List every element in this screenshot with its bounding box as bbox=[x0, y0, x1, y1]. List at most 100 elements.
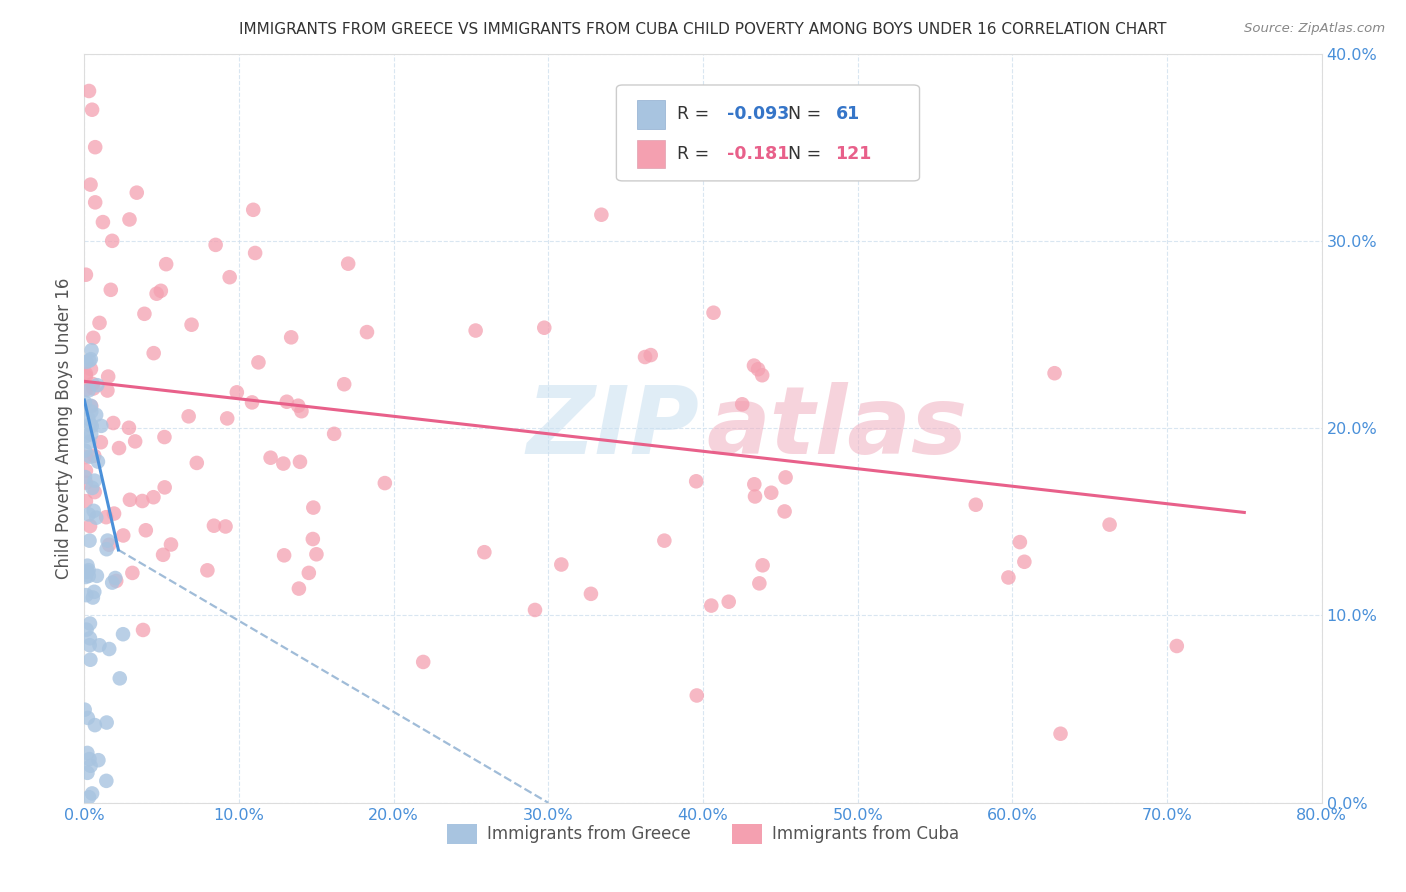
Point bbox=[79, 638, 101, 652]
Point bbox=[82, 331, 104, 345]
Point bbox=[96, 533, 118, 548]
Point bbox=[301, 532, 323, 546]
Point bbox=[75, 382, 97, 396]
Point bbox=[77, 411, 100, 425]
Point bbox=[86, 378, 108, 392]
Point bbox=[273, 549, 295, 563]
FancyBboxPatch shape bbox=[637, 100, 665, 128]
Point bbox=[76, 355, 98, 369]
Point bbox=[240, 395, 263, 409]
Point bbox=[287, 399, 309, 413]
Point bbox=[464, 324, 486, 338]
Point bbox=[80, 399, 103, 413]
Point bbox=[80, 343, 103, 358]
Point bbox=[75, 470, 97, 484]
Point bbox=[142, 346, 165, 360]
Text: 121: 121 bbox=[835, 145, 872, 163]
Point bbox=[280, 330, 302, 344]
Point bbox=[533, 320, 555, 334]
Legend: Immigrants from Greece, Immigrants from Cuba: Immigrants from Greece, Immigrants from … bbox=[440, 817, 966, 851]
Point bbox=[75, 367, 97, 381]
Point bbox=[90, 418, 112, 433]
Point bbox=[80, 399, 103, 413]
Point bbox=[89, 316, 111, 330]
Point bbox=[153, 430, 176, 444]
Point bbox=[717, 595, 740, 609]
Point bbox=[96, 715, 118, 730]
Point bbox=[186, 456, 208, 470]
Point bbox=[96, 773, 118, 788]
Point bbox=[86, 569, 108, 583]
Point bbox=[80, 362, 103, 376]
Point bbox=[742, 477, 765, 491]
Point bbox=[79, 631, 101, 645]
Point bbox=[288, 582, 311, 596]
Point bbox=[77, 563, 100, 577]
Text: -0.181: -0.181 bbox=[727, 145, 789, 163]
Point bbox=[75, 588, 97, 602]
Point bbox=[79, 353, 101, 368]
Point bbox=[305, 547, 328, 561]
Point bbox=[76, 623, 98, 637]
Point bbox=[472, 545, 495, 559]
Point bbox=[118, 212, 141, 227]
Point bbox=[75, 475, 97, 490]
Point bbox=[112, 528, 135, 542]
Text: N =: N = bbox=[789, 105, 827, 123]
Point bbox=[76, 746, 98, 760]
Point bbox=[105, 574, 128, 588]
Point bbox=[76, 558, 98, 573]
Point bbox=[76, 711, 98, 725]
Point bbox=[77, 84, 100, 98]
Text: 61: 61 bbox=[835, 105, 859, 123]
Point bbox=[202, 518, 225, 533]
Point bbox=[965, 498, 987, 512]
Point bbox=[87, 753, 110, 767]
Point bbox=[1014, 555, 1036, 569]
Point bbox=[82, 103, 104, 117]
Point bbox=[748, 576, 770, 591]
Point bbox=[180, 318, 202, 332]
Point bbox=[79, 417, 101, 432]
Point bbox=[100, 283, 122, 297]
Point bbox=[77, 384, 100, 398]
Point bbox=[177, 409, 200, 424]
Point bbox=[412, 655, 434, 669]
Point bbox=[302, 500, 325, 515]
Point bbox=[84, 408, 107, 422]
Point bbox=[1166, 639, 1188, 653]
Text: Source: ZipAtlas.com: Source: ZipAtlas.com bbox=[1244, 22, 1385, 36]
Point bbox=[73, 443, 96, 458]
Point bbox=[80, 419, 103, 434]
Point bbox=[108, 671, 131, 685]
Y-axis label: Child Poverty Among Boys Under 16: Child Poverty Among Boys Under 16 bbox=[55, 277, 73, 579]
Point bbox=[76, 765, 98, 780]
Point bbox=[97, 369, 120, 384]
Point bbox=[761, 485, 783, 500]
Point bbox=[155, 257, 177, 271]
Point bbox=[90, 435, 112, 450]
Point bbox=[79, 450, 101, 464]
Point bbox=[77, 569, 100, 583]
Point bbox=[1098, 517, 1121, 532]
Point bbox=[98, 538, 121, 552]
Point bbox=[121, 566, 143, 580]
Point bbox=[83, 584, 105, 599]
Point bbox=[83, 474, 105, 488]
Text: N =: N = bbox=[789, 145, 827, 163]
Point bbox=[775, 470, 797, 484]
Point bbox=[579, 587, 602, 601]
Point bbox=[153, 480, 176, 494]
Point bbox=[125, 186, 148, 200]
Point bbox=[702, 306, 724, 320]
Point bbox=[75, 464, 97, 478]
Point bbox=[73, 703, 96, 717]
Point bbox=[82, 481, 104, 495]
Point bbox=[83, 449, 105, 463]
Point bbox=[75, 450, 97, 464]
Point bbox=[744, 490, 766, 504]
Point bbox=[83, 485, 105, 500]
Point bbox=[75, 494, 97, 508]
Point bbox=[79, 435, 101, 450]
Point bbox=[259, 450, 281, 465]
